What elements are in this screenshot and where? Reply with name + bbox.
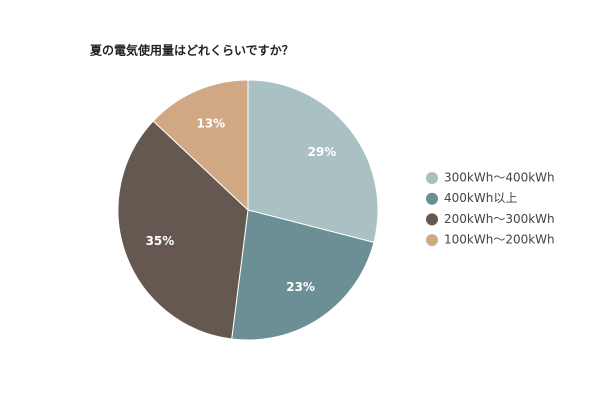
slice-label: 35% [146, 234, 175, 248]
pie-slice [247, 79, 379, 243]
legend-marker [426, 213, 438, 226]
legend-marker [426, 234, 438, 247]
legend-label: 300kWh〜400kWh [444, 171, 555, 185]
slice-label: 13% [196, 117, 225, 131]
slice-label: 23% [286, 280, 315, 294]
pie-slice [117, 120, 249, 340]
chart-title: 夏の電気使用量はどれくらいですか？ [90, 43, 294, 58]
pie-slice [231, 209, 375, 341]
legend-marker [426, 172, 438, 184]
legend-label: 200kWh〜300kWh [444, 212, 555, 226]
legend-label: 400kWh以上 [444, 191, 517, 205]
slice-label: 29% [308, 145, 337, 159]
pie-slice [152, 79, 249, 212]
legend-label: 100kWh〜200kWh [444, 233, 555, 247]
legend-marker [426, 192, 438, 205]
